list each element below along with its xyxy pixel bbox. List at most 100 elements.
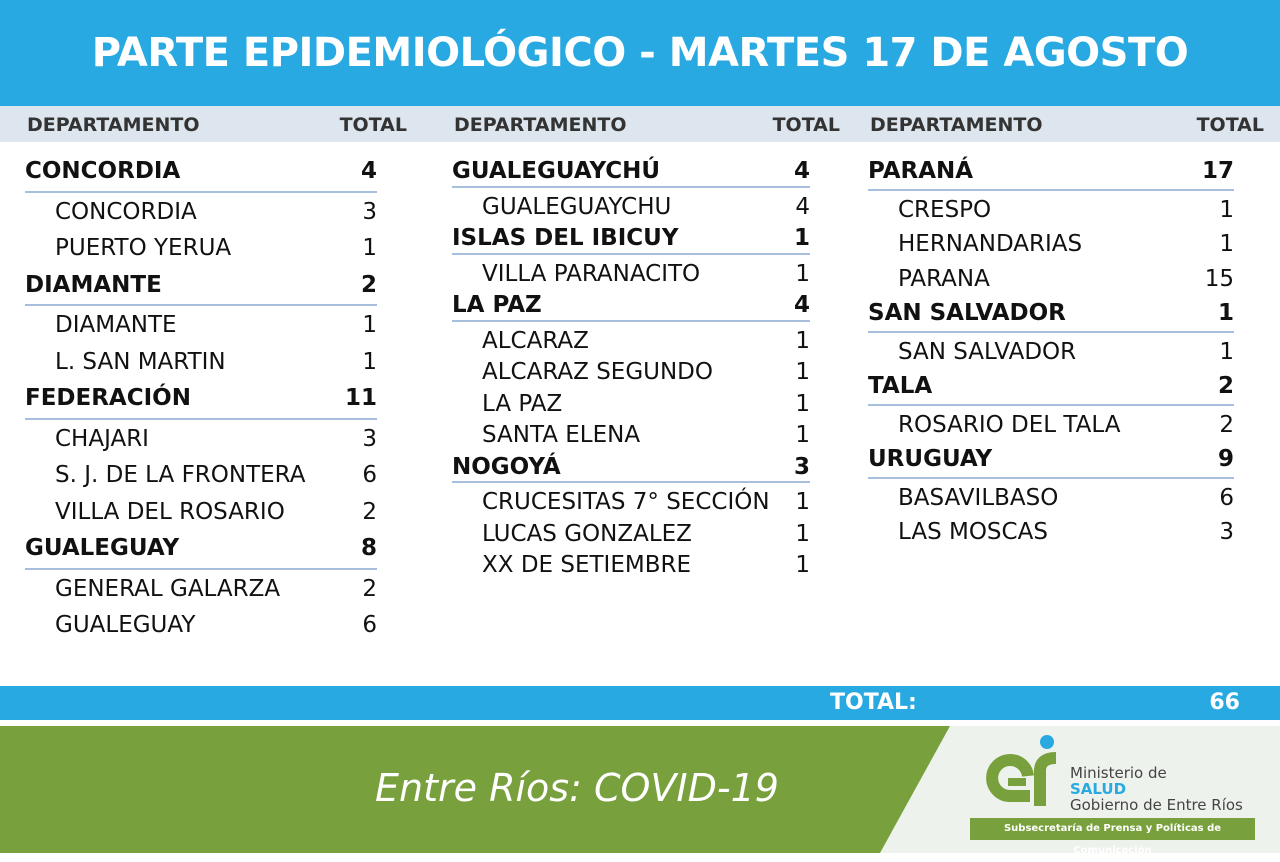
column-header: TOTAL	[1196, 114, 1264, 136]
group-row: GUALEGUAYCHÚ 4	[452, 158, 810, 188]
group-row: NOGOYÁ 3	[452, 453, 810, 483]
group-row: LA PAZ 4	[452, 292, 810, 322]
locality-name: PARANA	[898, 265, 990, 292]
group-name: PARANÁ	[868, 158, 974, 184]
locality-total: 1	[1219, 196, 1234, 223]
locality-total: 6	[362, 612, 377, 638]
group-name: GUALEGUAY	[25, 535, 180, 561]
locality-total: 3	[362, 198, 377, 225]
locality-total: 1	[362, 348, 377, 375]
locality-total: 2	[1219, 411, 1234, 438]
group-name: SAN SALVADOR	[868, 300, 1066, 326]
group-total: 9	[1217, 446, 1234, 472]
column-header-band	[0, 106, 1280, 142]
locality-total: 3	[1219, 519, 1234, 545]
group-row: FEDERACIÓN 11	[25, 385, 377, 420]
locality-name: ROSARIO DEL TALA	[898, 411, 1121, 438]
group-row: GUALEGUAY 8	[25, 535, 377, 570]
group-total: 11	[344, 385, 377, 411]
locality-name: VILLA PARANACITO	[482, 260, 701, 287]
locality-name: XX DE SETIEMBRE	[482, 552, 692, 578]
group-total: 4	[793, 292, 810, 318]
locality-total: 6	[362, 462, 377, 488]
locality-total: 1	[795, 359, 810, 385]
column-header: TOTAL	[339, 114, 407, 136]
column-header: DEPARTAMENTO	[454, 114, 627, 136]
total-label: TOTAL:	[830, 690, 917, 715]
locality-total: 1	[795, 520, 810, 547]
group-name: CONCORDIA	[25, 158, 181, 184]
group-total: 2	[360, 271, 377, 298]
locality-total: 6	[1219, 484, 1234, 511]
group-name: GUALEGUAYCHÚ	[452, 158, 661, 184]
group-name: FEDERACIÓN	[25, 385, 191, 411]
locality-total: 1	[795, 489, 810, 515]
group-name: DIAMANTE	[25, 271, 162, 298]
locality-total: 1	[1219, 338, 1234, 365]
header-band	[0, 0, 1280, 106]
locality-total: 1	[795, 390, 810, 417]
locality-name: PUERTO YERUA	[55, 235, 232, 261]
locality-name: GUALEGUAYCHU	[482, 193, 672, 220]
locality-name: CRUCESITAS 7° SECCIÓN	[482, 489, 770, 515]
locality-total: 1	[795, 327, 810, 354]
column-header: TOTAL	[772, 114, 840, 136]
group-name: LA PAZ	[452, 292, 542, 318]
group-row: URUGUAY 9	[868, 446, 1234, 479]
group-name: TALA	[868, 373, 933, 399]
group-total: 17	[1201, 158, 1234, 184]
slogan: Entre Ríos: COVID-19	[375, 766, 779, 810]
locality-name: SAN SALVADOR	[898, 338, 1077, 365]
locality-total: 2	[362, 498, 377, 525]
logo-text: Gobierno de Entre Ríos	[1070, 796, 1243, 814]
group-row: PARANÁ 17	[868, 158, 1234, 191]
group-row: SAN SALVADOR 1	[868, 300, 1234, 333]
group-total: 2	[1217, 373, 1234, 399]
locality-total: 1	[795, 260, 810, 287]
locality-name: CONCORDIA	[55, 198, 197, 225]
locality-name: GENERAL GALARZA	[55, 575, 281, 602]
locality-name: DIAMANTE	[55, 312, 177, 338]
group-total: 3	[793, 453, 810, 480]
group-row: ISLAS DEL IBICUY 1	[452, 225, 810, 255]
locality-name: ALCARAZ	[482, 327, 589, 354]
group-total: 4	[360, 158, 377, 184]
banner: Subsecretaría de Prensa y Políticas de C…	[970, 818, 1255, 856]
locality-name: BASAVILBASO	[898, 484, 1059, 511]
locality-total: 2	[362, 575, 377, 602]
locality-total: 1	[1219, 231, 1234, 257]
group-total: 4	[793, 158, 810, 184]
group-total: 1	[793, 225, 810, 251]
group-name: NOGOYÁ	[452, 453, 561, 480]
locality-name: GUALEGUAY	[55, 612, 196, 638]
group-row: TALA 2	[868, 373, 1234, 406]
column-header: DEPARTAMENTO	[870, 114, 1043, 136]
locality-total: 1	[795, 422, 810, 448]
locality-name: LAS MOSCAS	[898, 519, 1048, 545]
logo-text: Ministerio de	[1070, 764, 1167, 782]
group-total: 1	[1217, 300, 1234, 326]
locality-total: 3	[362, 425, 377, 452]
group-name: URUGUAY	[868, 446, 993, 472]
column: CONCORDIA 4 CONCORDIA 3 PUERTO YERUA 1 DIAMANT…	[25, 150, 377, 670]
group-row: DIAMANTE 2	[25, 271, 377, 306]
title: PARTE EPIDEMIOLÓGICO - MARTES 17 DE AGOS…	[91, 30, 1189, 76]
group-total: 8	[360, 535, 377, 561]
locality-name: LA PAZ	[482, 390, 563, 417]
total-bar	[0, 686, 1280, 720]
locality-name: CRESPO	[898, 196, 992, 223]
locality-total: 1	[795, 552, 810, 578]
locality-name: S. J. DE LA FRONTERA	[55, 462, 306, 488]
locality-name: L. SAN MARTIN	[55, 348, 226, 375]
column-header: DEPARTAMENTO	[27, 114, 200, 136]
total-value: 66	[1209, 690, 1240, 715]
group-name: ISLAS DEL IBICUY	[452, 225, 679, 251]
logo-text: SALUD	[1070, 780, 1127, 798]
locality-name: CHAJARI	[55, 425, 149, 452]
group-row: CONCORDIA 4	[25, 158, 377, 193]
locality-name: LUCAS GONZALEZ	[482, 520, 692, 547]
locality-total: 15	[1204, 265, 1234, 292]
locality-name: SANTA ELENA	[482, 422, 641, 448]
locality-name: ALCARAZ SEGUNDO	[482, 359, 713, 385]
